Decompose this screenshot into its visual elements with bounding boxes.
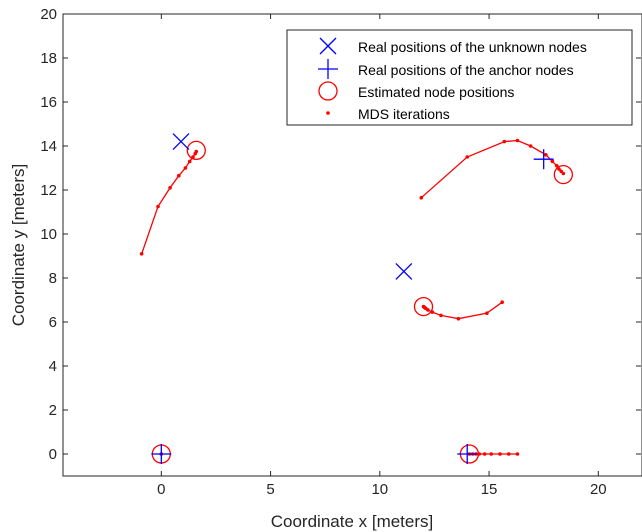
- mds-iteration-point: [177, 173, 181, 178]
- mds-iteration-point: [515, 452, 520, 456]
- x-tick-label: 15: [481, 481, 498, 498]
- plot-frame: [62, 13, 642, 477]
- x-tick-label: 5: [266, 481, 274, 498]
- mds-iteration-point: [506, 452, 511, 456]
- unknown-node-marker: [395, 262, 413, 280]
- legend-box: [286, 29, 633, 126]
- legend-marker-circle: [318, 81, 338, 101]
- legend-label-estimated: Estimated node positions: [358, 84, 514, 100]
- y-tick-label: 12: [40, 182, 57, 199]
- legend-label-anchor: Real positions of the anchor nodes: [358, 62, 574, 78]
- mds-iteration-point: [465, 155, 470, 159]
- y-tick-label: 0: [49, 446, 57, 463]
- plot-content: [139, 133, 573, 464]
- y-tick-label: 20: [40, 6, 57, 23]
- legend-dot-glyph: [326, 111, 330, 115]
- mds-iteration-path: [421, 300, 504, 321]
- mds-iteration-point: [485, 311, 489, 316]
- mds-iteration-point: [456, 316, 461, 321]
- y-tick-label: 8: [49, 270, 57, 287]
- legend-marker-dot: [326, 111, 330, 115]
- mds-iteration-path: [419, 138, 566, 200]
- x-mark-stroke: [319, 37, 337, 55]
- unknown-node-marker: [172, 133, 190, 151]
- estimated-node-marker: [186, 140, 206, 161]
- mds-iteration-point: [544, 153, 548, 157]
- y-axis-label: Coordinate y [meters]: [9, 164, 28, 327]
- x-tick-label: 10: [371, 481, 388, 498]
- mds-iteration-point: [156, 204, 160, 209]
- mds-iteration-point: [502, 139, 507, 144]
- y-tick-label: 10: [40, 226, 57, 243]
- mds-iteration-point: [559, 169, 563, 174]
- y-tick-label: 4: [49, 358, 57, 375]
- y-tick-label: 2: [49, 402, 57, 419]
- mds-iteration-point: [183, 166, 188, 170]
- mds-iteration-point: [557, 167, 561, 171]
- mds-iteration-point: [498, 452, 502, 456]
- mds-iteration-point: [439, 313, 443, 318]
- x-mark-stroke: [172, 133, 190, 151]
- mds-iteration-point: [554, 164, 559, 168]
- legend: Real positions of the unknown nodes Real…: [286, 29, 633, 126]
- anchor-node-marker: [151, 444, 172, 464]
- mds-iteration-point: [500, 300, 504, 305]
- legend-x-glyph: [319, 37, 337, 55]
- anchor-node-marker: [533, 149, 554, 170]
- x-mark-stroke: [395, 262, 413, 280]
- estimated-node-marker: [413, 296, 434, 317]
- mds-iteration-point: [528, 144, 533, 148]
- mds-iteration-point: [561, 171, 566, 176]
- legend-entry-estimated: Estimated node positions: [318, 81, 514, 101]
- legend-plus-glyph: [318, 59, 338, 79]
- mds-iteration-point: [482, 452, 487, 456]
- y-tick-label: 16: [40, 94, 57, 111]
- legend-marker-x: [319, 37, 337, 55]
- mds-iteration-point: [515, 138, 520, 143]
- legend-label-iterations: MDS iterations: [358, 106, 450, 122]
- x-axis-label: Coordinate x [meters]: [271, 512, 434, 531]
- mds-iteration-point: [194, 149, 199, 154]
- estimated-node-marker: [553, 164, 573, 185]
- mds-iteration-point: [139, 252, 144, 256]
- mds-iteration-point: [489, 452, 494, 456]
- ticks: 0 5 10 15 20 0 2 4 6 8 10 12 14 16 18 20: [40, 6, 641, 498]
- legend-circle-glyph: [318, 81, 338, 101]
- y-tick-label: 6: [49, 314, 57, 331]
- legend-marker-plus: [318, 59, 338, 79]
- mds-iteration-point: [168, 186, 172, 190]
- mds-iteration-point: [550, 159, 555, 164]
- mds-iteration-point: [187, 159, 192, 164]
- mds-iteration-point: [421, 304, 426, 309]
- legend-entry-anchor: Real positions of the anchor nodes: [318, 59, 574, 79]
- x-tick-label: 20: [590, 481, 607, 498]
- y-tick-label: 14: [40, 138, 57, 155]
- mds-iteration-path: [139, 149, 199, 256]
- mds-iteration-point: [419, 195, 424, 200]
- legend-entry-iterations: MDS iterations: [326, 106, 450, 122]
- x-tick-label: 0: [157, 481, 165, 498]
- legend-entry-unknown: Real positions of the unknown nodes: [319, 37, 587, 55]
- y-tick-label: 18: [40, 50, 57, 67]
- anchor-node-marker: [457, 444, 478, 464]
- legend-label-unknown: Real positions of the unknown nodes: [358, 39, 587, 55]
